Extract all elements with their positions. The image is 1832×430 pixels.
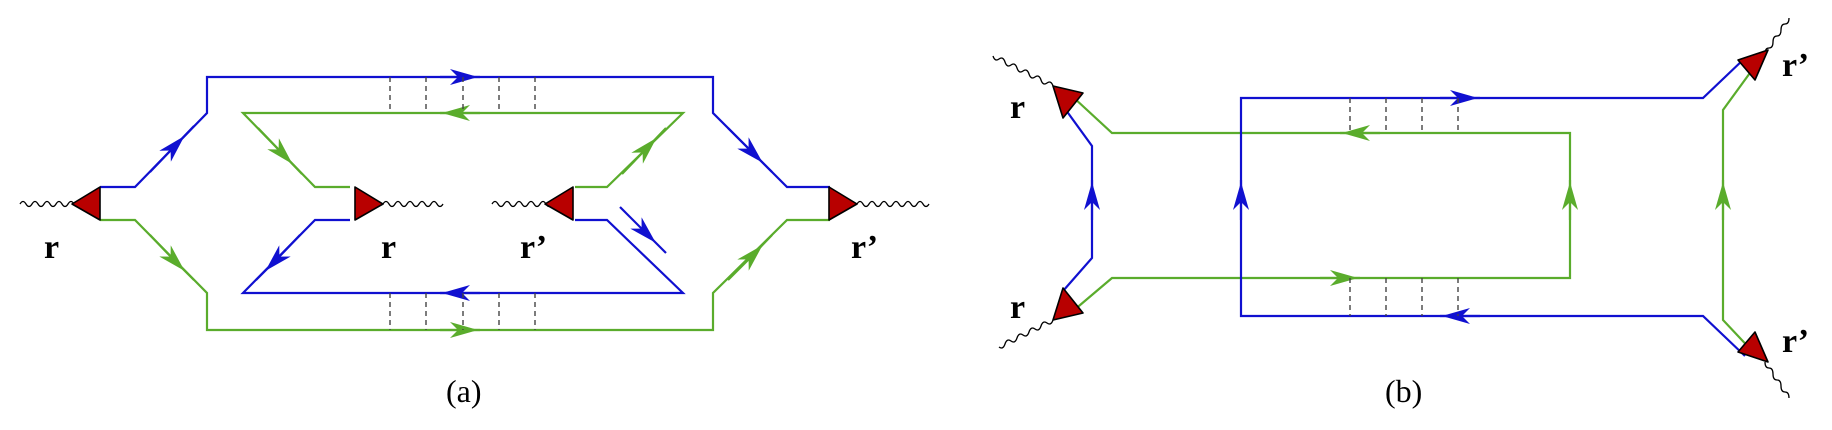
vertex-left-outer [71,186,101,221]
interaction-ladder-a [389,77,536,330]
blue-loop-b [1239,57,1746,357]
panel-b: r r r’ r’ (b) [992,17,1809,409]
label-top-right: r’ [1782,47,1809,84]
label-inner-left: r [381,229,396,266]
label-bottom-right: r’ [1782,323,1809,360]
caption-a: (a) [446,373,482,409]
label-bottom-left: r [1010,289,1025,326]
external-wavy-lines-b [992,17,1790,399]
panel-a: r r r’ r’ (a) [19,69,930,409]
propagator-arrows-b [1084,90,1731,324]
outer-green-line-a [100,218,830,332]
vertex-inner-right [544,186,574,221]
vertex-top-right [1737,49,1769,81]
inner-green-line-a [240,111,686,189]
inner-blue-line-a [240,218,686,295]
vertex-bottom-left [1052,287,1084,321]
propagator-arrows-a [149,69,773,338]
vertex-bottom-right [1737,331,1769,363]
label-left-outer: r [44,229,59,266]
label-inner-right: r’ [520,229,547,266]
vertex-top-left [1052,85,1084,119]
outer-blue-line-a [100,75,830,189]
vertex-inner-left [354,186,384,221]
label-top-left: r [1010,89,1025,126]
vertex-right-outer [828,186,858,221]
caption-b: (b) [1385,373,1422,409]
label-right-outer: r’ [851,229,878,266]
external-wavy-lines-a [19,200,930,208]
interaction-ladder-b [1349,98,1459,316]
left-blue-line-b [1062,105,1094,292]
right-green-line-b [1721,65,1756,355]
